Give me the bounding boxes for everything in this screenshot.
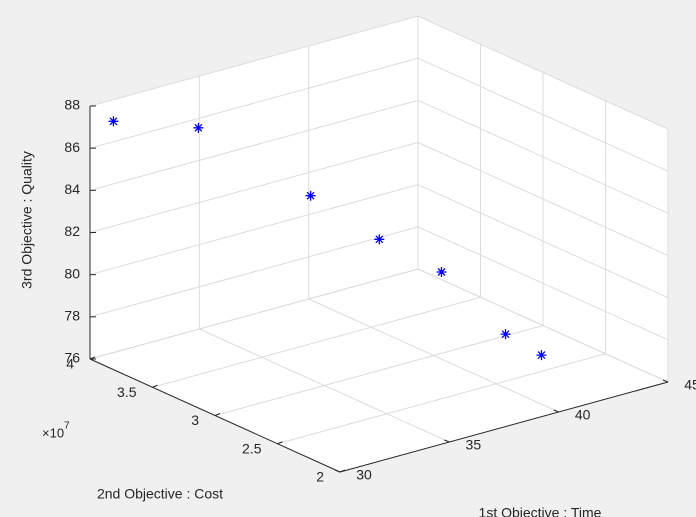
z-tick-label: 88 xyxy=(64,97,80,113)
x-tick xyxy=(334,469,341,473)
grid-line xyxy=(214,325,544,416)
data-point xyxy=(536,350,547,361)
data-point xyxy=(374,234,385,245)
grid-line xyxy=(89,142,419,233)
x-axis-label: 1st Objective : Time xyxy=(479,505,602,517)
grid-line xyxy=(89,184,419,276)
grid-line xyxy=(89,15,419,107)
data-point xyxy=(436,267,447,278)
grid-line xyxy=(152,296,481,388)
y-axis-label: 2nd Objective : Cost xyxy=(97,486,223,502)
x-tick-label: 35 xyxy=(466,437,482,453)
grid-line xyxy=(89,226,419,318)
y-tick-label: 4 xyxy=(66,356,74,372)
x-tick xyxy=(444,439,450,443)
x-tick-label: 45 xyxy=(684,377,696,393)
grid-line xyxy=(417,142,669,256)
grid-line xyxy=(277,353,606,445)
data-point xyxy=(305,190,316,201)
y-tick xyxy=(152,384,158,388)
z-tick-label: 76 xyxy=(64,350,80,366)
y-tick-label: 2.5 xyxy=(242,440,262,456)
grid-line xyxy=(417,226,669,341)
grid-line xyxy=(417,15,669,130)
y-tick xyxy=(277,441,283,445)
grid-line xyxy=(89,268,419,360)
z-axis-label: 3rd Objective : Quality xyxy=(19,151,35,289)
y-tick-label: 2 xyxy=(316,469,324,485)
grid-line xyxy=(417,99,669,214)
grid-line xyxy=(417,184,669,299)
y-offset-exponent: 7 xyxy=(64,421,70,432)
grid-line xyxy=(89,57,419,149)
y-tick xyxy=(339,469,346,473)
z-tick-label: 84 xyxy=(64,181,80,197)
x-tick xyxy=(553,409,559,413)
y-tick-label: 3.5 xyxy=(117,384,137,400)
x-tick-label: 30 xyxy=(356,467,372,483)
x-axis-line xyxy=(339,381,669,473)
grid-line xyxy=(417,57,669,172)
grid-line xyxy=(89,99,419,191)
x-tick xyxy=(662,379,669,383)
grid-line xyxy=(417,268,669,383)
data-point xyxy=(500,329,511,340)
y-tick xyxy=(214,413,221,416)
data-point xyxy=(108,116,119,127)
data-point xyxy=(193,122,204,133)
z-tick-label: 80 xyxy=(64,265,80,281)
x-tick-label: 40 xyxy=(575,407,591,423)
y-offset-base: ×10 xyxy=(42,425,64,440)
z-tick-label: 82 xyxy=(64,223,80,239)
y-tick-label: 3 xyxy=(191,412,199,428)
z-tick-label: 78 xyxy=(64,308,80,324)
z-tick-label: 86 xyxy=(64,139,80,155)
